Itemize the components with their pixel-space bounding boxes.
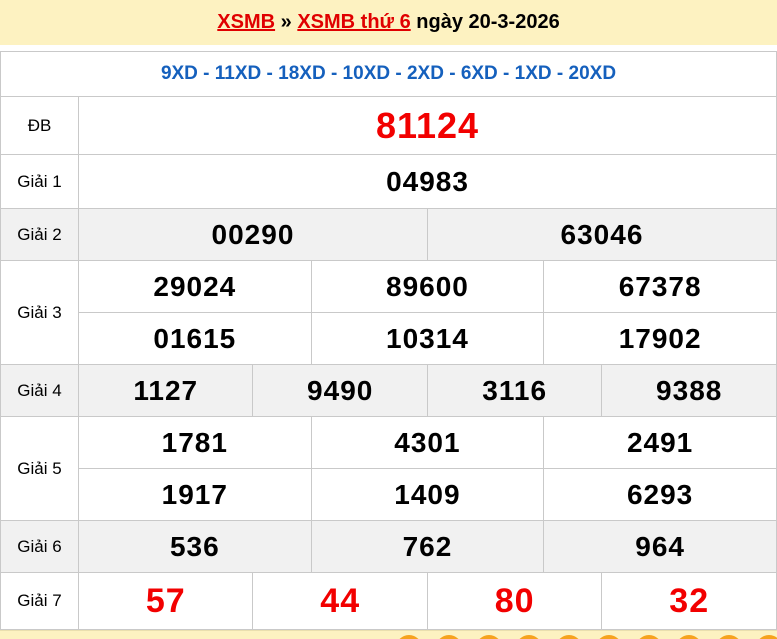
prize-value: 17902: [543, 312, 777, 365]
prize-value: 964: [543, 520, 777, 573]
prize-value: 9490: [252, 364, 428, 417]
prize-label: Giải 5: [0, 416, 79, 521]
prize-label: Giải 3: [0, 260, 79, 365]
prize-row: Giải 2 00290 63046: [0, 208, 777, 261]
lotto-ball-icon: [436, 635, 462, 639]
breadcrumb-link-day[interactable]: XSMB thứ 6: [297, 11, 411, 33]
prize-value: 67378: [543, 260, 777, 313]
prize-value: 63046: [426, 208, 777, 261]
prize-value: 29024: [78, 260, 312, 313]
prize-value: 32: [601, 572, 777, 630]
prize-value: 10314: [310, 312, 545, 365]
prize-label: Giải 7: [0, 572, 79, 630]
prize-value: 2491: [543, 416, 777, 469]
lotto-ball-icon: [596, 635, 622, 639]
results-table: 9XD - 11XD - 18XD - 10XD - 2XD - 6XD - 1…: [0, 51, 777, 630]
lotto-ball-icon: [716, 635, 742, 639]
prize-label: ĐB: [0, 96, 79, 155]
prize-value: 1127: [77, 364, 254, 417]
lotto-ball-icon: [516, 635, 542, 639]
breadcrumb-date: ngày 20-3-2026: [410, 11, 560, 33]
lotto-ball-icon: [636, 635, 662, 639]
breadcrumb-link-xsmb[interactable]: XSMB: [217, 11, 276, 33]
prize-row: Giải 3 29024 89600 67378: [0, 260, 777, 365]
prize-row: ĐB 81124: [0, 96, 777, 155]
prize-value: 3116: [426, 364, 603, 417]
prize-value: 1409: [310, 468, 545, 521]
prize-value: 9388: [601, 364, 777, 417]
prize-label: Giải 2: [0, 208, 79, 261]
prize-row: Giải 4 1127 9490 3116 9388: [0, 364, 777, 417]
prize-value: 81124: [78, 96, 777, 155]
lotto-ball-icon: [556, 635, 582, 639]
prize-label: Giải 1: [0, 154, 79, 209]
prize-value: 44: [252, 572, 428, 630]
prize-value: 57: [77, 572, 254, 630]
prize-label: Giải 4: [0, 364, 79, 417]
prize-row: 01615 10314 17902: [1, 312, 777, 365]
prize-row: Giải 6 536 762 964: [0, 520, 777, 573]
prize-value: 6293: [543, 468, 777, 521]
prize-row: Giải 7 57 44 80 32: [0, 572, 777, 630]
header-table-gap: [0, 45, 777, 51]
prize-value: 1917: [78, 468, 312, 521]
lotto-ball-icon: [476, 635, 502, 639]
prize-row: Giải 5 1781 4301 2491: [0, 416, 777, 521]
prize-row: 1917 1409 6293: [1, 468, 777, 521]
lotto-ball-icon: [676, 635, 702, 639]
prize-value: 536: [78, 520, 312, 573]
prize-value: 762: [310, 520, 545, 573]
prize-value: 00290: [78, 208, 428, 261]
prize-value: 89600: [310, 260, 545, 313]
prize-value: 01615: [78, 312, 312, 365]
prize-row: Giải 1 04983: [0, 154, 777, 209]
breadcrumb: XSMB » XSMB thứ 6 ngày 20-3-2026: [0, 0, 777, 45]
prize-value: 1781: [78, 416, 312, 469]
breadcrumb-separator: »: [275, 11, 298, 33]
lotto-balls-strip: [0, 630, 777, 639]
subheader-row: 9XD - 11XD - 18XD - 10XD - 2XD - 6XD - 1…: [0, 51, 777, 97]
prize-label: Giải 6: [0, 520, 79, 573]
lotto-ball-icon: [396, 635, 422, 639]
prize-value: 4301: [310, 416, 545, 469]
lotto-ball-icon: [756, 635, 777, 639]
prize-value: 04983: [78, 154, 777, 209]
prize-value: 80: [426, 572, 603, 630]
station-codes-text: 9XD - 11XD - 18XD - 10XD - 2XD - 6XD - 1…: [0, 51, 777, 97]
